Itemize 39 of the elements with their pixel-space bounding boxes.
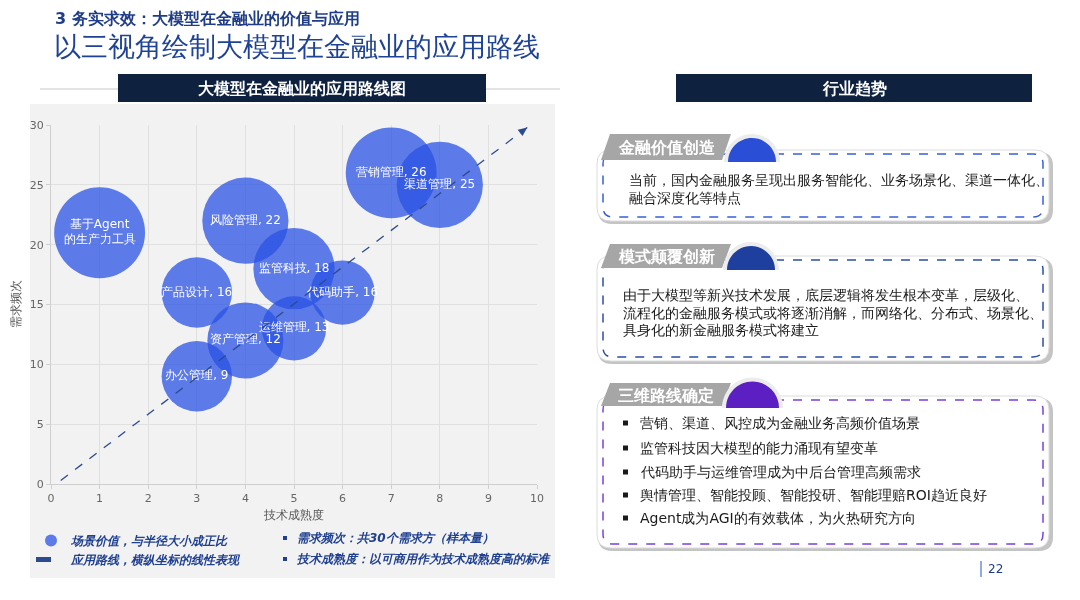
text: 模式颠覆创新 <box>618 247 715 266</box>
x-tick-label: 5 <box>290 492 298 506</box>
text: 技术成熟度：以可商用作为技术成熟度高的标准 <box>297 552 551 566</box>
x-tick-label: 0 <box>47 492 55 506</box>
text: 需求频次：共30个需求方（样本量） <box>297 531 494 545</box>
y-tick-label: 10 <box>29 358 44 372</box>
x-tick-label: 2 <box>144 492 152 506</box>
y-axis-title: 需求频次 <box>9 280 24 329</box>
text: 3 务实求效：大模型在金融业的价值与应用 <box>55 9 360 28</box>
x-tick-label: 8 <box>436 492 444 506</box>
y-tick-label: 5 <box>36 418 44 432</box>
text: 22 <box>988 562 1004 576</box>
text: 监管科技因大模型的能力涌现有望变革 <box>640 440 878 456</box>
text: 由于大模型等新兴技术发展，底层逻辑将发生根本变革，层级化、流程化的金融服务模式或将逐渐消解，而网络化、分布式、场景化、具身化的新金融服务模式将建立 <box>623 287 1043 339</box>
text: 以三视角绘制大模型在金融业的应用路线 <box>54 31 540 62</box>
x-tick-label: 9 <box>484 492 492 506</box>
x-tick-label: 6 <box>339 492 347 506</box>
chart-title: 大模型在金融业的应用路线图 <box>198 79 406 98</box>
text: 当前，国内金融服务呈现出服务智能化、业务场景化、渠道一体化、融合深度化等特点 <box>629 172 1049 206</box>
x-tick-label: 1 <box>96 492 104 506</box>
x-axis-title: 技术成熟度 <box>263 508 324 523</box>
x-tick-label: 4 <box>241 492 249 506</box>
text: 营销、渠道、风控成为金融业务高频价值场景 <box>640 415 920 431</box>
text: 行业趋势 <box>822 79 887 98</box>
legend-label: 场景价值，与半径大小成正比 <box>70 534 228 549</box>
y-tick-label: 25 <box>29 178 44 192</box>
text: 金融价值创造 <box>618 138 716 157</box>
text: 三维路线确定 <box>618 386 714 405</box>
text: Agent成为AGI的有效载体，为火热研究方向 <box>640 510 916 526</box>
text: 舆情管理、智能投顾、智能投研、智能理赔ROI趋近良好 <box>640 487 987 503</box>
x-tick-label: 10 <box>530 492 544 506</box>
y-tick-label: 0 <box>36 477 44 491</box>
y-tick-label: 30 <box>29 118 44 132</box>
legend-label: 应用路线，横纵坐标的线性表现 <box>70 553 241 568</box>
x-tick-label: 3 <box>193 492 201 506</box>
y-tick-label: 20 <box>29 238 44 252</box>
x-tick-label: 7 <box>387 492 395 506</box>
text: 代码助手与运维管理成为中后台管理高频需求 <box>640 464 921 480</box>
y-tick-label: 15 <box>29 298 44 312</box>
